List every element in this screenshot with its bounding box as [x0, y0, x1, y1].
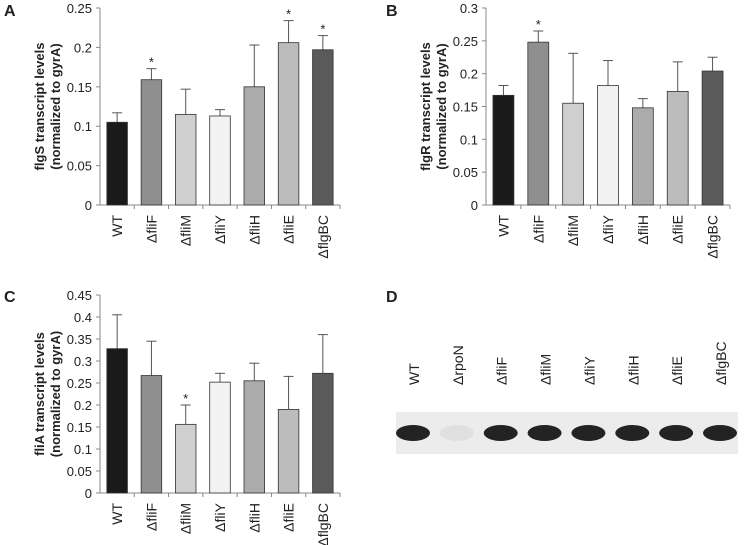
x-tick-label: ΔfliM [178, 503, 194, 534]
y-tick-label: 0.3 [74, 354, 92, 369]
significance-mark: * [320, 22, 325, 37]
x-tick-label: ΔfliY [600, 214, 616, 243]
bar [632, 107, 654, 206]
x-tick-label: WT [495, 215, 511, 237]
bar [527, 41, 550, 206]
y-tick-label: 0.4 [74, 310, 92, 325]
bar [243, 86, 265, 206]
bar [277, 408, 300, 494]
bar [106, 121, 128, 206]
bar [666, 90, 689, 206]
panel-label: D [386, 289, 398, 306]
bar [243, 380, 265, 494]
y-tick-label: 0.3 [460, 1, 478, 16]
x-tick-label: ΔflgBC [315, 503, 331, 545]
x-tick-label: ΔfliM [565, 215, 581, 246]
y-tick-label: 0.15 [67, 420, 92, 435]
bar [140, 79, 163, 206]
y-tick-label: 0.2 [460, 67, 478, 82]
x-tick-label: ΔfliF [530, 215, 546, 243]
y-tick-label: 0.05 [453, 165, 478, 180]
x-tick-label: ΔfliH [246, 215, 262, 245]
y-tick-label: 0 [85, 486, 92, 501]
blot-band [396, 425, 430, 441]
x-tick-label: WT [109, 503, 125, 525]
y-tick-label: 0.2 [74, 40, 92, 55]
y-tick-label: 0.1 [74, 119, 92, 134]
y-tick-label: 0.25 [453, 34, 478, 49]
bar [597, 85, 619, 206]
bar [277, 42, 300, 206]
y-axis-label: (normalized to gyrA) [434, 43, 449, 169]
lane-label: ΔfliH [625, 355, 641, 385]
x-tick-label: ΔfliE [670, 215, 686, 244]
lane-label: ΔrpoN [450, 345, 466, 385]
x-tick-label: ΔflgBC [315, 215, 331, 259]
significance-mark: * [149, 55, 154, 70]
panel-label: C [4, 289, 16, 306]
bar [562, 102, 585, 206]
x-tick-label: ΔfliY [212, 214, 228, 243]
bar [175, 423, 197, 494]
lane-label: WT [406, 363, 422, 385]
bar [106, 348, 128, 494]
y-tick-label: 0.1 [460, 132, 478, 147]
y-tick-label: 0.35 [67, 332, 92, 347]
x-tick-label: ΔfliE [281, 503, 297, 532]
y-tick-label: 0.2 [74, 398, 92, 413]
y-axis-label: (normalized to gyrA) [48, 43, 63, 169]
blot-band [703, 425, 737, 441]
x-tick-label: ΔfliF [143, 215, 159, 243]
blot-band [615, 425, 650, 441]
bar [175, 113, 197, 206]
lane-label: ΔflgBC [713, 341, 729, 385]
x-tick-label: ΔflgBC [705, 215, 721, 259]
blot-band [483, 425, 518, 441]
y-axis-label: flgR transcript levels [418, 42, 433, 171]
lane-label: ΔfliE [669, 356, 685, 385]
lane-label: ΔfliY [581, 356, 597, 385]
x-tick-label: WT [109, 215, 125, 237]
bar [140, 375, 163, 494]
x-tick-label: ΔfliH [635, 215, 651, 245]
bar [209, 115, 231, 206]
y-tick-label: 0.1 [74, 442, 92, 457]
y-tick-label: 0.05 [67, 464, 92, 479]
y-tick-label: 0.25 [67, 1, 92, 16]
x-tick-label: ΔfliE [281, 215, 297, 244]
lane-label: ΔfliF [494, 357, 510, 385]
y-tick-label: 0.15 [67, 80, 92, 95]
blot-band [571, 425, 606, 441]
x-tick-label: ΔfliH [246, 503, 262, 533]
significance-mark: * [286, 7, 291, 22]
y-axis-label: (normalized to gyrA) [48, 331, 63, 457]
y-axis-label: flgS transcript levels [32, 43, 47, 171]
y-tick-label: 0.45 [67, 288, 92, 303]
bar [209, 381, 231, 494]
bar [312, 372, 334, 494]
y-axis-label: fliA transcript levels [32, 332, 47, 456]
y-tick-label: 0 [85, 198, 92, 213]
blot-band [527, 425, 562, 441]
lane-label: ΔfliM [538, 354, 554, 385]
y-tick-label: 0 [471, 198, 478, 213]
panel-label: B [386, 3, 398, 20]
y-tick-label: 0.15 [453, 100, 478, 115]
blot-band [439, 425, 474, 441]
bar [312, 49, 334, 206]
panel-label: A [4, 3, 16, 20]
blot-band [659, 425, 694, 441]
x-tick-label: ΔfliM [178, 215, 194, 246]
significance-mark: * [536, 17, 541, 32]
y-tick-label: 0.05 [67, 159, 92, 174]
bar [701, 70, 724, 206]
x-tick-label: ΔfliF [143, 503, 159, 531]
x-tick-label: ΔfliY [212, 502, 228, 531]
bar [492, 94, 515, 206]
y-tick-label: 0.25 [67, 376, 92, 391]
significance-mark: * [183, 391, 188, 406]
